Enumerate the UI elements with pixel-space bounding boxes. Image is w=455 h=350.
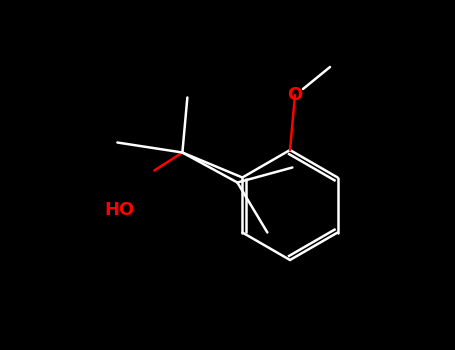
- Text: HO: HO: [105, 201, 135, 219]
- Text: O: O: [288, 86, 303, 104]
